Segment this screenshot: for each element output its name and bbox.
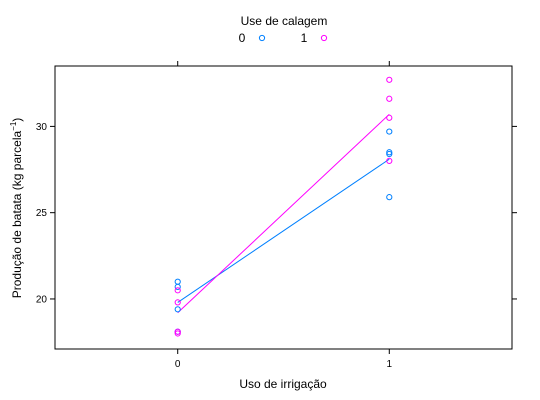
point-series-1-3 [174,330,181,337]
axis-ticks: 0 1 20 25 30 [36,61,517,370]
point-series-1-7 [386,157,393,165]
x-tick-label-1: 1 [387,359,393,370]
legend-label-series-1: 1 [301,31,308,45]
legend-label-series-0: 0 [239,31,246,45]
point-series-1-1 [174,299,181,306]
y-tick-label-2: 30 [36,122,48,133]
point-series-1-0 [174,287,181,294]
point-series-1-2 [174,328,181,335]
point-series-1-5 [386,95,393,102]
y-axis-label-superscript: −1 [9,121,18,131]
fit-line-series-0 [177,158,390,303]
legend-marker-series-1 [320,34,328,42]
plot-frame [54,65,513,350]
point-series-0-2 [174,306,181,313]
x-axis-label: Uso de irrigação [239,377,327,391]
point-series-0-1 [174,283,181,290]
point-series-0-4 [386,128,393,135]
point-series-0-0 [174,278,181,285]
x-tick-label-0: 0 [175,359,181,370]
point-series-1-4 [386,76,393,83]
fit-line-series-1 [177,113,390,314]
point-series-0-6 [386,150,393,158]
point-series-1-6 [386,114,393,121]
point-series-0-7 [386,194,393,201]
y-tick-label-0: 20 [36,294,48,305]
y-axis-label: Produção de batata (kg parcela−1) [9,118,24,299]
y-tick-label-1: 25 [36,208,48,219]
point-series-0-5 [386,149,393,156]
legend-marker-series-0 [258,34,266,42]
data-points [174,76,393,337]
fit-lines [177,113,390,314]
legend: Use de calagem 0 1 [239,14,328,45]
y-axis-label-main: Produção de batata (kg parcela [10,131,24,299]
legend-title: Use de calagem [241,14,328,28]
y-axis-label-close: ) [10,118,24,122]
